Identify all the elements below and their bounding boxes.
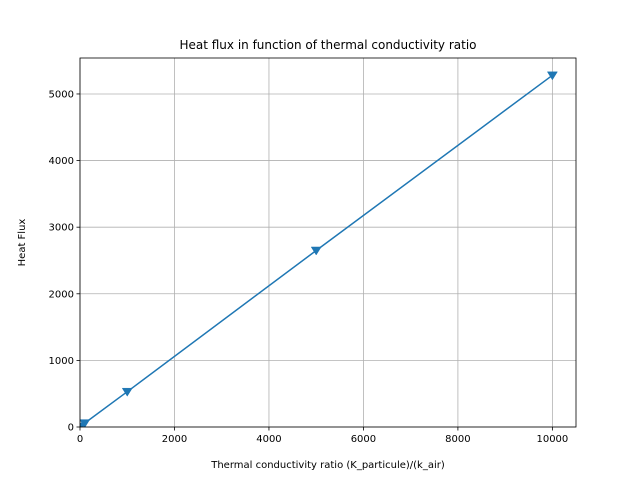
x-tick-label: 2000	[162, 434, 187, 445]
y-tick-label: 3000	[49, 223, 74, 234]
y-axis-ticks: 0 1000 2000 3000 4000 5000	[49, 89, 80, 434]
data-point-marker	[310, 246, 322, 256]
y-tick-label: 4000	[49, 156, 74, 167]
x-tick-label: 10000	[536, 434, 568, 445]
data-point-marker	[80, 419, 91, 427]
x-axis-ticks: 0 2000 4000 6000 8000 10000	[77, 427, 568, 445]
x-tick-label: 6000	[351, 434, 376, 445]
plot-frame	[79, 57, 577, 428]
x-tick-label: 8000	[445, 434, 470, 445]
x-axis-title: Thermal conductivity ratio (K_particule)…	[210, 460, 445, 471]
x-tick-label: 4000	[256, 434, 281, 445]
chart-title: Heat flux in function of thermal conduct…	[179, 38, 476, 52]
series-layer	[80, 71, 558, 427]
y-axis-title: Heat Flux	[17, 219, 28, 267]
data-point-marker	[121, 387, 133, 397]
data-point-marker	[546, 71, 558, 81]
y-tick-label: 1000	[49, 356, 74, 367]
y-tick-label: 2000	[49, 289, 74, 300]
x-tick-label: 0	[77, 434, 83, 445]
y-tick-label: 5000	[49, 89, 74, 100]
y-tick-label: 0	[68, 423, 74, 434]
